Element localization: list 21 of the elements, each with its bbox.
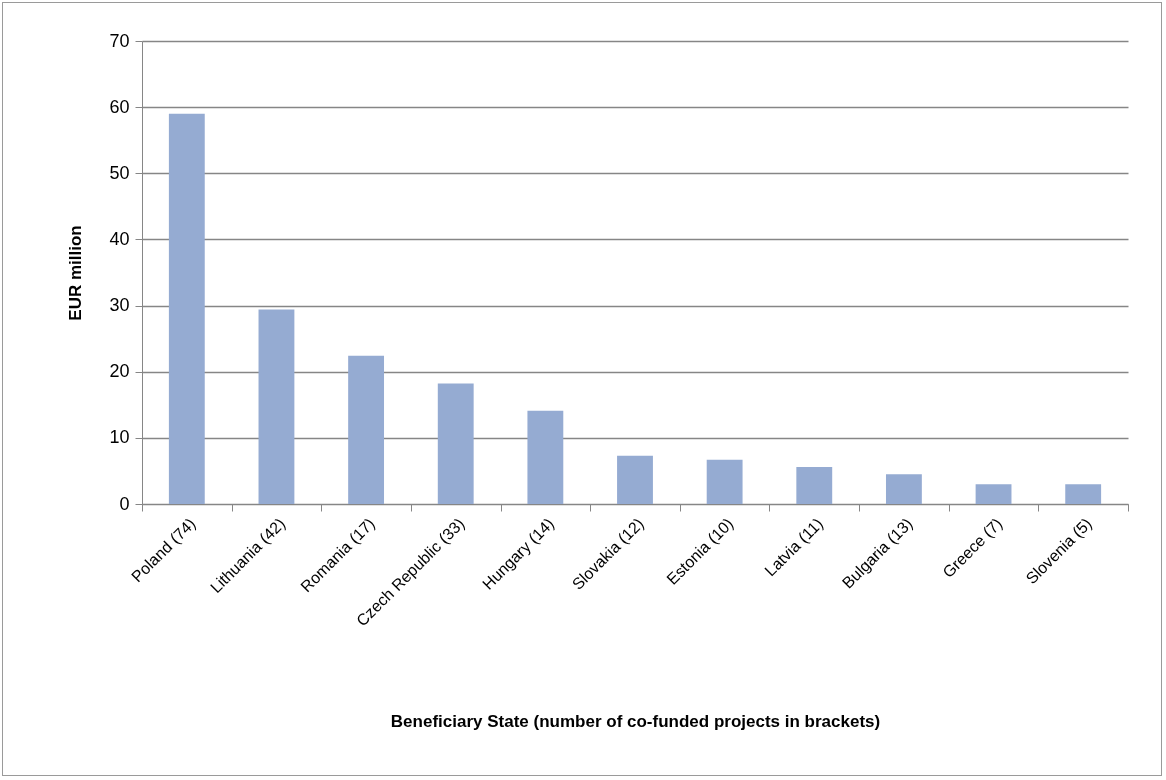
y-tick-label: 50 [109, 162, 130, 183]
y-tick-label: 70 [109, 30, 130, 51]
y-tick-label: 30 [109, 295, 130, 316]
bar [348, 355, 385, 504]
bar [975, 484, 1012, 504]
bar [706, 459, 743, 504]
y-tick-label: 60 [109, 96, 130, 117]
bar [1065, 484, 1102, 504]
bar [168, 113, 205, 504]
bar [437, 383, 474, 504]
bar [796, 466, 833, 504]
x-axis-title: Beneficiary State (number of co-funded projects in brackets) [390, 712, 881, 732]
bar [258, 309, 295, 504]
bar [885, 474, 922, 504]
bar [617, 455, 653, 504]
y-tick-label: 40 [109, 228, 130, 249]
y-tick-label: 10 [109, 427, 130, 448]
y-tick-label: 20 [109, 361, 130, 382]
bar [527, 410, 564, 504]
y-axis-title: EUR million [66, 225, 86, 321]
y-tick-label: 0 [119, 493, 130, 514]
